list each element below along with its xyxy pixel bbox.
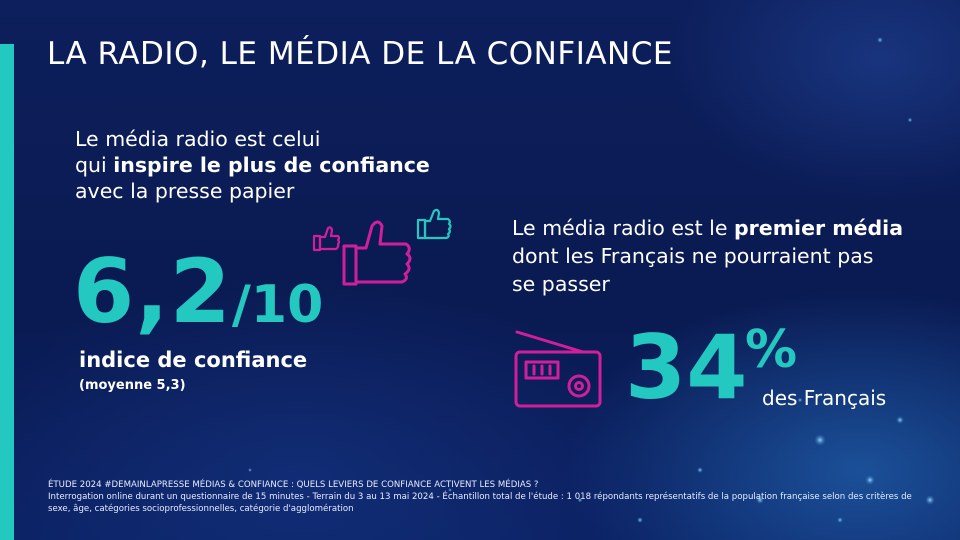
confidence-score: 6,2/10 xyxy=(73,240,323,343)
radio-icon xyxy=(514,330,602,408)
left-statement-line1: Le média radio est celui xyxy=(75,127,321,151)
average-note: (moyenne 5,3) xyxy=(79,378,186,393)
percent-stat: 34% xyxy=(625,316,797,419)
right-statement-highlight: premier média xyxy=(734,216,904,240)
left-statement-highlight: inspire le plus de confiance xyxy=(113,153,430,177)
thumbs-up-icon xyxy=(312,208,452,286)
accent-bar xyxy=(0,44,14,540)
percent-label: des Français xyxy=(762,386,887,410)
footer-notes: ÉTUDE 2024 #DEMAINLAPRESSE MÉDIAS & CONF… xyxy=(48,479,918,515)
right-statement-line2: dont les Français ne pourraient pas xyxy=(512,244,874,268)
right-statement: Le média radio est le premier média dont… xyxy=(512,214,903,298)
left-statement-line3: avec la presse papier xyxy=(75,179,295,203)
page-title: LA RADIO, LE MÉDIA DE LA CONFIANCE xyxy=(47,36,673,72)
left-statement-line2: qui inspire le plus de confiance xyxy=(75,153,430,177)
confidence-score-value: 6,2 xyxy=(73,240,232,343)
confidence-score-denominator: /10 xyxy=(231,275,324,335)
percent-value: 34 xyxy=(625,316,748,419)
right-statement-line3: se passer xyxy=(512,272,610,296)
footer-study-title: ÉTUDE 2024 #DEMAINLAPRESSE MÉDIAS & CONF… xyxy=(48,480,539,490)
footer-methodology: Interrogation online durant un questionn… xyxy=(48,492,912,514)
left-statement: Le média radio est celui qui inspire le … xyxy=(75,126,430,204)
right-statement-line1: Le média radio est le premier média xyxy=(512,216,904,240)
confidence-score-label: indice de confiance xyxy=(79,348,308,372)
percent-sign: % xyxy=(745,320,798,380)
